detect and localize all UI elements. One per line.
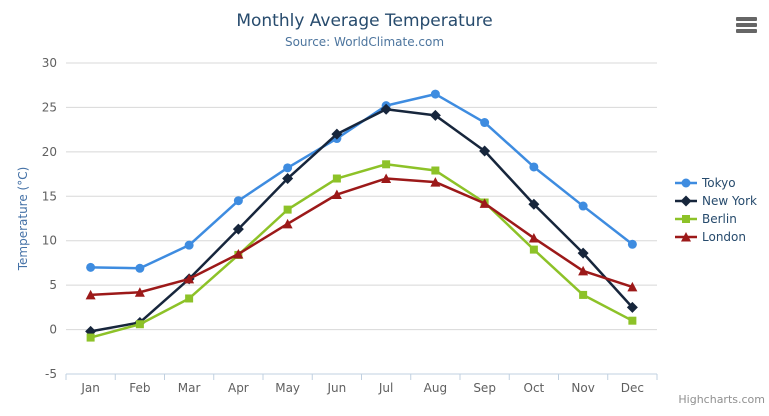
data-point-berlin[interactable] bbox=[135, 320, 144, 329]
data-point-berlin[interactable] bbox=[283, 205, 292, 214]
y-axis-tick-label: 20 bbox=[42, 145, 57, 159]
data-point-tokyo[interactable] bbox=[135, 263, 145, 273]
legend-item-berlin[interactable]: Berlin bbox=[675, 210, 757, 228]
x-axis-tick-label: Jan bbox=[80, 381, 100, 395]
y-axis-tick-label: 5 bbox=[49, 278, 57, 292]
data-point-berlin[interactable] bbox=[628, 316, 637, 325]
data-point-tokyo[interactable] bbox=[86, 262, 96, 272]
data-point-new-york[interactable] bbox=[331, 128, 343, 140]
data-point-tokyo[interactable] bbox=[283, 163, 293, 173]
data-point-tokyo[interactable] bbox=[184, 240, 194, 250]
y-axis-tick-label: -5 bbox=[45, 367, 57, 381]
data-point-london[interactable] bbox=[479, 198, 490, 208]
data-point-berlin[interactable] bbox=[529, 245, 538, 254]
data-point-london[interactable] bbox=[85, 289, 96, 300]
data-point-berlin[interactable] bbox=[185, 294, 194, 303]
data-point-berlin[interactable] bbox=[579, 290, 588, 299]
data-point-new-york[interactable] bbox=[380, 103, 392, 115]
data-point-london[interactable] bbox=[184, 273, 195, 284]
legend-marker-square-icon bbox=[675, 215, 697, 223]
data-point-berlin[interactable] bbox=[382, 160, 391, 169]
y-axis-tick-label: 30 bbox=[42, 56, 57, 70]
data-point-london[interactable] bbox=[578, 265, 589, 276]
data-point-london[interactable] bbox=[233, 249, 244, 259]
data-point-new-york[interactable] bbox=[626, 301, 638, 313]
legend-item-label: Tokyo bbox=[702, 176, 736, 190]
data-point-tokyo[interactable] bbox=[430, 89, 440, 99]
x-axis-tick-label: Oct bbox=[524, 381, 545, 395]
data-point-london[interactable] bbox=[627, 281, 638, 292]
data-point-tokyo[interactable] bbox=[529, 162, 539, 172]
data-point-tokyo[interactable] bbox=[480, 118, 490, 128]
hamburger-menu-icon[interactable] bbox=[736, 17, 757, 33]
x-axis-tick-label: May bbox=[275, 381, 300, 395]
y-axis-tick-label: 0 bbox=[49, 323, 57, 337]
data-point-tokyo[interactable] bbox=[233, 196, 243, 206]
y-axis-tick-label: 10 bbox=[42, 234, 57, 248]
data-point-tokyo[interactable] bbox=[627, 239, 637, 249]
legend-marker-diamond-icon bbox=[675, 195, 697, 207]
series-line-berlin bbox=[89, 163, 634, 339]
legend-marker-triangle-icon bbox=[675, 232, 697, 242]
chart-title: Monthly Average Temperature bbox=[236, 11, 493, 31]
x-axis-tick-label: Sep bbox=[473, 381, 496, 395]
data-point-london[interactable] bbox=[430, 177, 441, 187]
data-point-new-york[interactable] bbox=[528, 198, 540, 210]
legend-item-london[interactable]: London bbox=[675, 228, 757, 246]
x-axis-tick-label: Jun bbox=[327, 381, 347, 395]
data-point-berlin[interactable] bbox=[431, 166, 440, 175]
y-axis-tick-label: 25 bbox=[42, 100, 57, 114]
menu-bar bbox=[736, 17, 757, 21]
x-axis-tick-label: Nov bbox=[571, 381, 594, 395]
series-line-london bbox=[89, 177, 634, 297]
data-point-new-york[interactable] bbox=[429, 109, 441, 121]
legend-marker-shape bbox=[682, 215, 690, 223]
legend-marker-shape bbox=[680, 195, 692, 207]
legend-item-label: London bbox=[702, 230, 746, 244]
chart-subtitle: Source: WorldClimate.com bbox=[284, 35, 445, 49]
data-point-new-york[interactable] bbox=[282, 173, 294, 185]
data-point-london[interactable] bbox=[331, 189, 342, 200]
data-point-tokyo[interactable] bbox=[578, 201, 588, 211]
data-point-new-york[interactable] bbox=[479, 145, 491, 157]
legend-item-label: Berlin bbox=[702, 212, 737, 226]
menu-bar bbox=[736, 29, 757, 33]
y-axis-tick-label: 15 bbox=[42, 189, 57, 203]
series-line-tokyo bbox=[89, 92, 634, 270]
data-point-london[interactable] bbox=[528, 233, 539, 243]
menu-bar bbox=[736, 23, 757, 27]
data-point-berlin[interactable] bbox=[86, 333, 95, 342]
data-point-berlin[interactable] bbox=[332, 174, 341, 183]
legend-marker-shape bbox=[681, 232, 691, 242]
data-point-london[interactable] bbox=[381, 173, 392, 184]
data-point-london[interactable] bbox=[134, 287, 145, 297]
legend-marker-shape bbox=[681, 178, 691, 188]
x-axis-tick-label: Feb bbox=[129, 381, 150, 395]
legend-item-new-york[interactable]: New York bbox=[675, 192, 757, 210]
x-axis-tick-label: Mar bbox=[178, 381, 201, 395]
legend-item-tokyo[interactable]: Tokyo bbox=[675, 174, 757, 192]
legend-marker-circle-icon bbox=[675, 178, 697, 188]
data-point-london[interactable] bbox=[282, 218, 293, 229]
highcharts-credit-link[interactable]: Highcharts.com bbox=[678, 393, 765, 406]
data-point-new-york[interactable] bbox=[577, 247, 589, 259]
data-point-new-york[interactable] bbox=[232, 223, 244, 235]
legend: Tokyo New York Berlin London bbox=[675, 174, 757, 246]
x-axis-tick-label: Apr bbox=[228, 381, 249, 395]
y-axis-title: Temperature (°C) bbox=[16, 167, 30, 272]
series-line-new-york bbox=[89, 107, 634, 333]
x-axis-tick-label: Dec bbox=[621, 381, 644, 395]
x-axis-tick-label: Jul bbox=[378, 381, 393, 395]
x-axis-tick-label: Aug bbox=[424, 381, 447, 395]
legend-item-label: New York bbox=[702, 194, 757, 208]
